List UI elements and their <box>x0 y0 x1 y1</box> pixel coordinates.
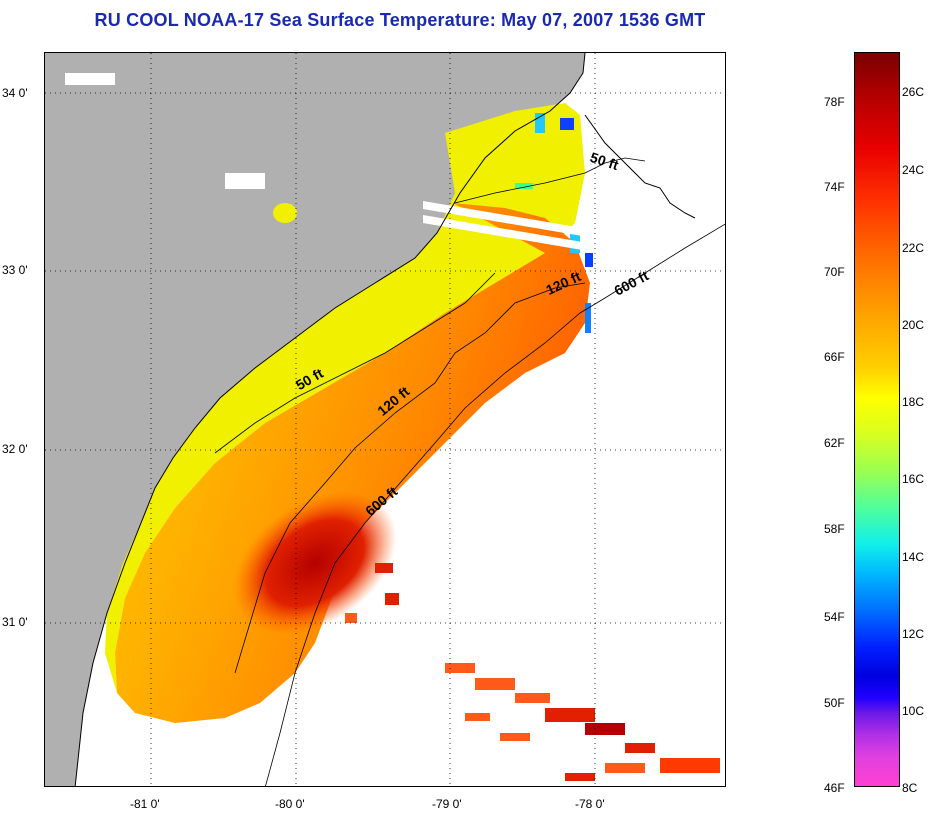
sst-warm-core <box>233 491 397 635</box>
sst-nearshore-band <box>105 103 585 693</box>
lat-label-33: 33 0' <box>2 263 28 277</box>
cb-c-10: 10C <box>902 704 925 718</box>
cb-c-22: 22C <box>902 241 925 255</box>
cb-f-74: 74F <box>824 180 845 194</box>
sst-scattered-pixels <box>345 563 720 781</box>
cb-f-50: 50F <box>824 696 845 710</box>
cb-c-18: 18C <box>902 395 925 409</box>
contour-120ft <box>234 282 586 674</box>
lon-label-78: -78 0' <box>575 797 605 811</box>
sst-map-svg <box>45 53 725 786</box>
cb-c-26: 26C <box>902 85 925 99</box>
lat-label-32: 32 0' <box>2 442 28 456</box>
cb-f-70: 70F <box>824 265 845 279</box>
cb-f-62: 62F <box>824 436 845 450</box>
cb-f-58: 58F <box>824 522 845 536</box>
coast-outer <box>584 114 696 219</box>
temperature-colorbar <box>854 52 900 787</box>
coastline <box>74 53 586 786</box>
swath-gap <box>423 201 600 253</box>
lon-label-79: -79 0' <box>432 797 462 811</box>
cb-c-20: 20C <box>902 318 925 332</box>
cb-f-66: 66F <box>824 350 845 364</box>
graticule <box>45 53 725 786</box>
cb-c-12: 12C <box>902 627 925 641</box>
contour-50ft <box>214 157 646 454</box>
lon-label-80: -80 0' <box>275 797 305 811</box>
cb-f-46: 46F <box>824 781 845 795</box>
map-title: RU COOL NOAA-17 Sea Surface Temperature:… <box>94 10 706 30</box>
lat-label-34: 34 0' <box>2 86 28 100</box>
sst-map: 50 ft 120 ft 600 ft 50 ft 120 ft 600 ft <box>44 52 726 787</box>
cb-c-24: 24C <box>902 163 925 177</box>
contour-600ft <box>265 223 725 786</box>
lon-label-81: -81 0' <box>130 797 160 811</box>
cb-c-8: 8C <box>902 781 918 795</box>
inland-patches <box>65 73 297 223</box>
cb-c-16: 16C <box>902 472 925 486</box>
sst-shelf-water <box>115 203 590 723</box>
cb-f-54: 54F <box>824 610 845 624</box>
land-area <box>45 53 585 786</box>
cb-f-78: 78F <box>824 95 845 109</box>
lat-label-31: 31 0' <box>2 615 28 629</box>
cb-c-14: 14C <box>902 550 925 564</box>
